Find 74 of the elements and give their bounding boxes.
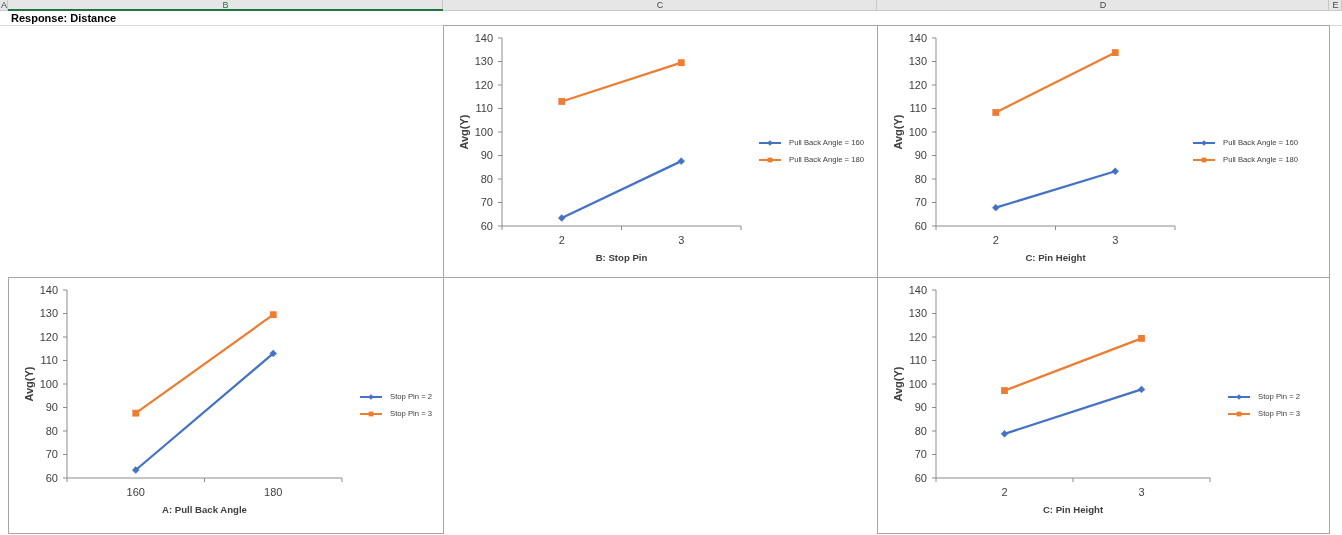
y-tick-label: 70 [914,448,927,461]
x-tick-label: 3 [1138,486,1145,498]
point [1000,430,1009,438]
y-tick-label: 60 [480,219,493,232]
y-tick-label: 100 [908,125,927,138]
x-tick-label: 3 [678,234,685,246]
point [269,311,277,319]
x-tick-label: 2 [558,234,565,246]
y-tick-label: 110 [40,354,58,367]
y-tick-label: 80 [914,172,927,185]
y-axis-title: Avg(Y) [457,114,470,150]
point [677,157,685,165]
x-axis-title: A: Pull Back Angle [162,504,247,515]
y-tick-label: 70 [480,196,493,209]
y-tick-label: 110 [909,354,927,367]
point [132,409,140,417]
y-tick-label: 70 [914,196,927,209]
point [269,349,277,358]
y-tick-label: 130 [908,307,927,320]
y-tick-label: 60 [45,471,58,484]
y-tick-label: 80 [45,424,58,437]
y-tick-label: 120 [474,78,493,91]
x-axis-title: B: Stop Pin [595,252,648,263]
y-tick-label: 100 [39,377,58,390]
y-axis-title: Avg(Y) [891,366,904,402]
y-tick-label: 140 [908,283,927,296]
y-tick-label: 130 [474,55,493,68]
x-axis-title: C: Pin Height [1025,252,1087,263]
text: C [655,0,665,10]
y-tick-label: 90 [914,401,927,414]
text: A [0,0,8,10]
point [132,466,140,474]
y-tick-label: 90 [45,401,58,414]
text: B [221,0,230,10]
y-tick-label: 140 [474,31,493,44]
point [677,59,685,67]
y-axis-title: Avg(Y) [891,114,904,150]
y-tick-label: 130 [39,307,58,320]
y-tick-label: 100 [474,125,493,138]
y-tick-label: 140 [39,283,58,296]
y-tick-label: 90 [480,149,493,162]
y-tick-label: 120 [39,330,58,343]
point [992,203,1000,212]
text: Response: Distance [11,11,117,25]
point [1111,49,1119,56]
text: D [1098,0,1108,10]
y-tick-label: 90 [914,149,927,162]
point [558,214,566,222]
y-axis-title: Avg(Y) [22,366,35,402]
point [992,109,1000,116]
y-tick-label: 60 [914,471,927,484]
y-tick-label: 120 [908,330,927,343]
y-tick-label: 80 [480,172,493,185]
y-tick-label: 60 [914,219,927,232]
point [1001,387,1008,394]
y-tick-label: 110 [475,102,493,115]
y-tick-label: 120 [908,78,927,91]
x-tick-label: 160 [126,486,145,498]
y-tick-label: 100 [908,377,927,390]
x-axis-title: C: Pin Height [1042,504,1104,515]
text: E [1331,0,1340,10]
y-tick-label: 110 [909,102,927,115]
y-tick-label: 70 [45,448,58,461]
point [1111,167,1119,175]
x-tick-label: 2 [1001,486,1008,498]
point [558,98,566,105]
y-tick-label: 80 [914,424,927,437]
point [1137,385,1146,394]
x-tick-label: 3 [1112,234,1119,246]
y-tick-label: 130 [908,55,927,68]
point [1138,335,1145,342]
y-tick-label: 140 [908,31,927,44]
x-tick-label: 180 [264,486,283,498]
x-tick-label: 2 [992,234,999,246]
